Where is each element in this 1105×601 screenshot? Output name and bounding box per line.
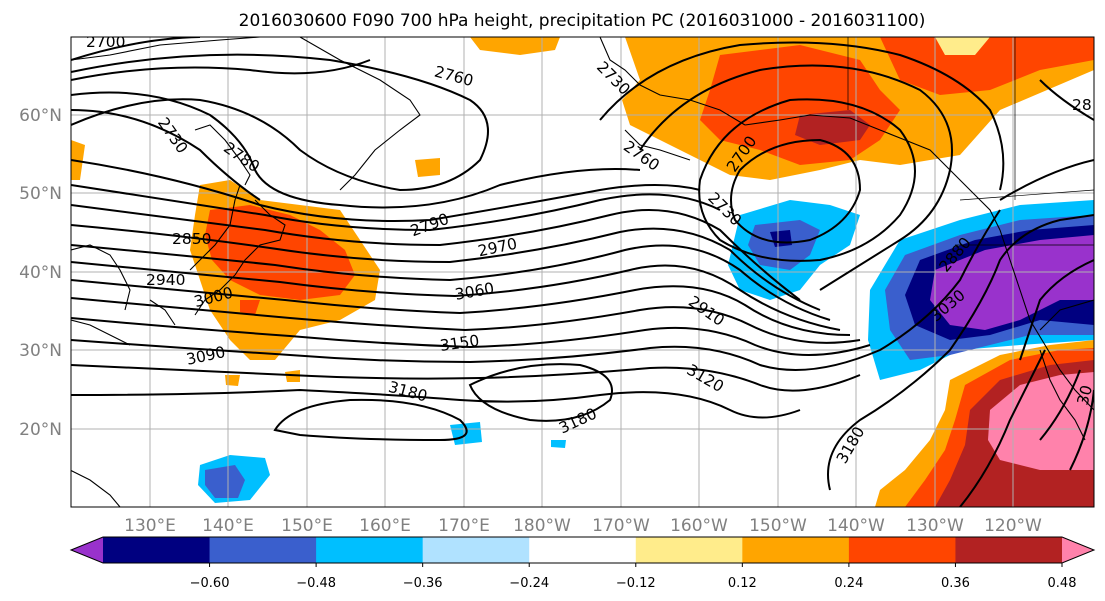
lon-tick-label: 150°W <box>749 516 807 536</box>
graticule <box>71 37 1094 507</box>
colorbar-tick-label: −0.60 <box>190 576 230 591</box>
lon-tick-label: 180°W <box>513 516 571 536</box>
contour-label: 2850 <box>172 230 211 248</box>
colorbar-swatch <box>635 537 743 563</box>
lon-tick-label: 140°W <box>827 516 885 536</box>
lat-tick-label: 20°N <box>19 420 62 440</box>
colorbar-tick-label: −0.12 <box>616 576 656 591</box>
lon-tick-label: 150°E <box>281 516 333 536</box>
colorbar-tick-label: 0.24 <box>834 576 863 591</box>
lon-tick-label: 170°E <box>438 516 490 536</box>
latitude-axis: 60°N 50°N 40°N 30°N 20°N <box>19 106 62 440</box>
colorbar-extend-min <box>71 537 103 563</box>
colorbar: −0.60 −0.48 −0.36 −0.24 −0.12 0.12 0.24 0.36 0.4… <box>69 536 1096 591</box>
colorbar-tick-label: 0.48 <box>1048 576 1077 591</box>
colorbar-tick-label: −0.48 <box>296 576 336 591</box>
colorbar-tick-label: −0.24 <box>509 576 549 591</box>
colorbar-swatch <box>529 537 637 563</box>
colorbar-outline <box>69 536 1096 564</box>
lon-tick-label: 130°E <box>124 516 176 536</box>
contour-label: 28 <box>1072 96 1092 114</box>
lon-tick-label: 160°E <box>359 516 411 536</box>
longitude-axis: 130°E 140°E 150°E 160°E 170°E 180°W 170°… <box>124 516 1042 536</box>
colorbar-swatch <box>742 537 850 563</box>
precip-positive-alaska <box>470 37 1094 180</box>
colorbar-tick-label: 0.12 <box>728 576 757 591</box>
map-title: 2016030600 F090 700 hPa height, precipit… <box>239 11 926 31</box>
lat-tick-label: 50°N <box>19 184 62 204</box>
colorbar-tick-label: −0.36 <box>403 576 443 591</box>
lon-tick-label: 120°W <box>984 516 1042 536</box>
lon-tick-label: 140°E <box>202 516 254 536</box>
map-frame <box>70 36 1095 508</box>
lat-tick-label: 40°N <box>19 263 62 283</box>
contour-label: 2940 <box>146 271 185 289</box>
lon-tick-label: 130°W <box>906 516 964 536</box>
lat-tick-label: 30°N <box>19 341 62 361</box>
contour-label: 2700 <box>86 33 125 51</box>
colorbar-swatch <box>316 537 424 563</box>
lon-tick-label: 160°W <box>670 516 728 536</box>
colorbar-swatch <box>848 537 956 563</box>
colorbar-swatch <box>955 537 1063 563</box>
colorbar-swatch <box>422 537 530 563</box>
lon-tick-label: 170°W <box>592 516 650 536</box>
contour-label: 3150 <box>439 332 481 355</box>
contour-label: 30 <box>1074 383 1096 407</box>
colorbar-swatch <box>103 537 211 563</box>
lat-tick-label: 60°N <box>19 106 62 126</box>
precip-positive-mexico <box>875 340 1094 507</box>
height-contours <box>71 37 1094 507</box>
colorbar-extend-max <box>1062 537 1094 563</box>
colorbar-swatch <box>209 537 317 563</box>
colorbar-tick-label: 0.36 <box>941 576 970 591</box>
